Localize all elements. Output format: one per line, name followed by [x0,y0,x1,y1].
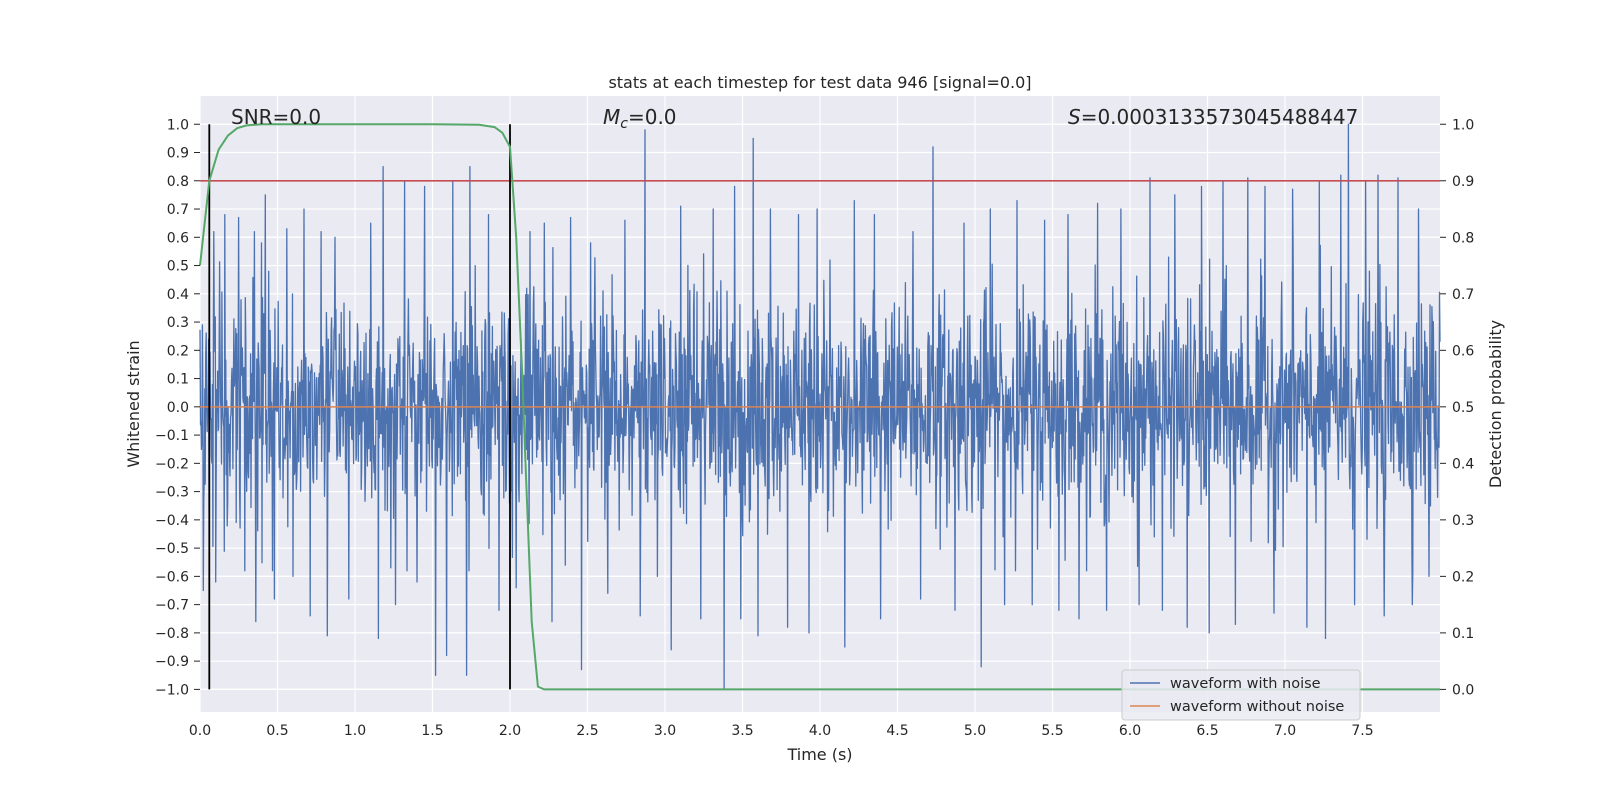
waveform-with-noise-line [199,123,1441,691]
y-tick-label: 0.6 [167,230,189,246]
y-tick-label: −1.0 [155,682,189,698]
reference-lines [200,124,1440,690]
y-tick-label: 0.2 [167,343,189,359]
x-tick-label: 5.5 [1041,723,1063,739]
chirp-mass-annotation: Mc=0.0 [603,105,677,132]
x-tick-label: 1.5 [421,723,443,739]
x-tick-label: 4.5 [886,723,908,739]
y-tick-label: −0.8 [155,626,189,642]
x-tick-label: 2.5 [576,723,598,739]
significance-symbol: S [1068,105,1081,129]
y-tick-label: 1.0 [167,117,189,133]
y2-tick-label: 0.0 [1452,682,1474,698]
y2-tick-label: 0.8 [1452,230,1474,246]
x-tick-label: 6.0 [1119,723,1141,739]
y-tick-label: 0.9 [167,146,189,162]
axes: 0.0 0.5 1.0 1.5 2.0 2.5 3.0 3.5 4.0 4.5 5.0 5.5 6.0 6… [155,117,1474,739]
y-tick-label: −0.4 [155,513,189,529]
legend-label-waveform-with-noise: waveform with noise [1170,676,1321,692]
detection-probability-line [199,123,1440,691]
y-tick-label: −0.3 [155,485,189,501]
y-tick-label: −0.5 [155,541,189,557]
y-tick-label: 0.4 [167,287,189,303]
x-tick-label: 6.5 [1196,723,1218,739]
y2-tick-label: 0.5 [1452,400,1474,416]
legend-label-waveform-without-noise: waveform without noise [1170,699,1344,715]
x-tick-label: 3.0 [654,723,676,739]
y2-tick-label: 0.3 [1452,513,1474,529]
y-tick-label: 0.5 [167,259,189,275]
legend: waveform with noise waveform without noi… [1121,669,1361,721]
x-tick-label: 3.5 [731,723,753,739]
chart-title: stats at each timestep for test data 946… [608,73,1031,92]
x-tick-label: 7.5 [1351,723,1373,739]
y2-tick-label: 0.6 [1452,343,1474,359]
snr-annotation: SNR=0.0 [231,105,321,129]
y2-tick-label: 0.1 [1452,626,1474,642]
x-tick-label: 4.0 [809,723,831,739]
y-tick-label: 0.7 [167,202,189,218]
chirp-mass-symbol: M [603,105,620,129]
y-tick-label: −0.9 [155,654,189,670]
y2-tick-label: 1.0 [1452,117,1474,133]
waveform-with-noise-series [199,123,1441,691]
chirp-mass-subscript: c [620,116,628,132]
x-tick-label: 2.0 [499,723,521,739]
detection-probability-series [199,123,1440,691]
y-tick-label: 0.1 [167,372,189,388]
y-tick-label: −0.6 [155,569,189,585]
y2-tick-label: 0.9 [1452,174,1474,190]
significance-annotation: S=0.0003133573045488447 [1068,105,1358,129]
x-tick-label: 1.0 [344,723,366,739]
y-tick-label: 0.3 [167,315,189,331]
y2-tick-label: 0.2 [1452,569,1474,585]
y-tick-label: 0.0 [167,400,189,416]
y-tick-label: −0.7 [155,598,189,614]
y-tick-label: −0.2 [155,456,189,472]
y2-tick-label: 0.4 [1452,456,1474,472]
legend-box [1121,669,1361,721]
significance-value: =0.0003133573045488447 [1081,105,1359,129]
x-tick-label: 7.0 [1274,723,1296,739]
y2-axis-title: Detection probability [1486,320,1505,488]
y2-tick-label: 0.7 [1452,287,1474,303]
y-tick-label: 0.8 [167,174,189,190]
x-axis-title: Time (s) [786,745,852,764]
x-tick-label: 0.5 [266,723,288,739]
y-axis-title: Whitened strain [124,340,143,467]
x-tick-label: 5.0 [964,723,986,739]
x-tick-label: 0.0 [189,723,211,739]
chirp-mass-value: =0.0 [628,105,677,129]
y-tick-label: −0.1 [155,428,189,444]
